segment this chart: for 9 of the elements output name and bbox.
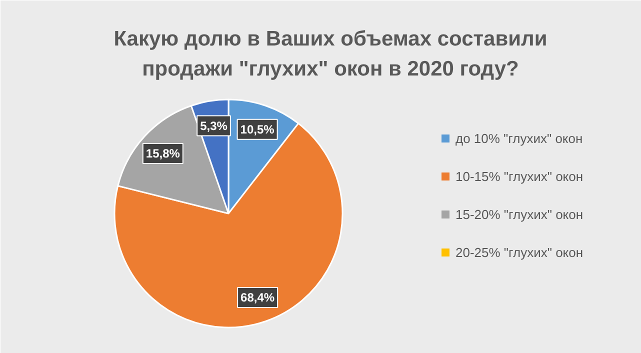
legend-label: 20-25% "глухих" окон — [456, 245, 584, 260]
data-label: 15,8% — [146, 146, 180, 160]
data-label: 68,4% — [240, 290, 275, 305]
data-label: 5,3% — [200, 118, 228, 133]
legend-label: до 10% "глухих" окон — [456, 131, 583, 146]
chart-title: Какую долю в Ваших объемах составили продажи "глухих" окон в 2020 году? — [114, 28, 548, 80]
data-label: 10,5% — [240, 122, 275, 136]
legend-label: 15-20% "глухих" окон — [456, 207, 584, 222]
legend-label: 10-15% "глухих" окон — [456, 169, 584, 184]
